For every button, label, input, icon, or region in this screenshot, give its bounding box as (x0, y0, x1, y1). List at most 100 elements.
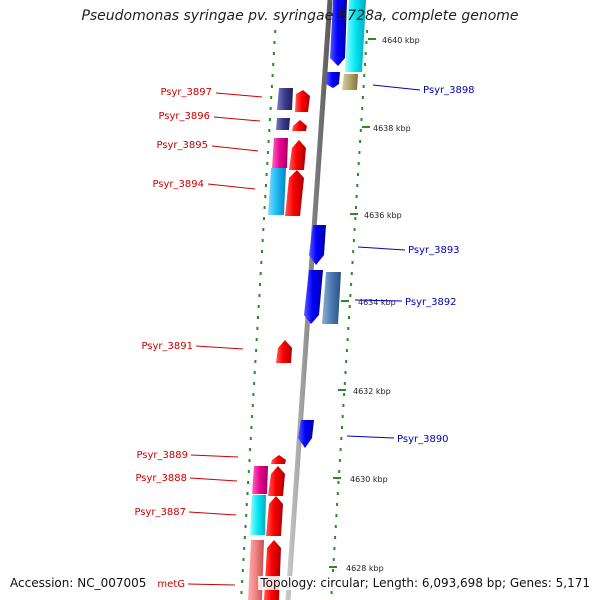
tick-dot (355, 206, 357, 209)
tick-dot (366, 30, 369, 33)
tick-dot (343, 382, 346, 385)
tick-dot (272, 63, 275, 66)
tick-dot (246, 492, 249, 495)
tick-dot (361, 107, 364, 110)
tick-dot (359, 140, 362, 143)
tick-dot (262, 228, 265, 231)
tick-dot (261, 250, 263, 253)
tick-dot (256, 327, 259, 330)
tick-dot (341, 426, 343, 429)
cds-block-red-3889 (271, 455, 286, 464)
tick-dot (241, 580, 244, 583)
tick-dot (363, 74, 366, 77)
gene-label-psyr-3896[interactable]: Psyr_3896 (158, 111, 210, 122)
tick-dot (268, 118, 271, 121)
cds-block-red-metg (264, 540, 281, 600)
tick-dot (261, 239, 264, 242)
gene-label-psyr-3887[interactable]: Psyr_3887 (134, 507, 186, 518)
tick-dot (241, 569, 244, 572)
cds-block-red-3895 (289, 140, 306, 170)
scale-label-4628: 4628 kbp (346, 564, 384, 573)
gene-label-psyr-3889[interactable]: Psyr_3889 (136, 450, 188, 461)
tick-dot (345, 349, 348, 352)
tick-dot (364, 52, 367, 55)
tick-dot (350, 283, 353, 286)
tick-dot (253, 371, 256, 374)
cds-block-blue-3893 (309, 225, 326, 265)
tick-dot (247, 470, 250, 473)
gene-label-psyr-3897[interactable]: Psyr_3897 (160, 87, 212, 98)
tick-dot (259, 272, 262, 275)
cds-block-cyan-3887 (250, 495, 266, 535)
tick-dot (267, 140, 270, 143)
tick-dot (332, 558, 335, 561)
cds-block-sky-3894 (268, 168, 286, 215)
scale-label-4636: 4636 kbp (364, 211, 402, 220)
tick-dot (354, 217, 357, 220)
tick-dot (338, 470, 341, 473)
tick-dot (359, 129, 362, 132)
tick-dot (351, 261, 354, 264)
tick-dot (263, 217, 265, 220)
tick-dot (242, 558, 245, 561)
tick-dot (350, 272, 353, 275)
tick-dot (266, 162, 269, 165)
tick-dot (265, 173, 268, 176)
scale-label-4638: 4638 kbp (373, 124, 411, 133)
tick-dot (334, 525, 337, 528)
tick-dot (273, 41, 276, 44)
tick-dot (274, 30, 277, 33)
cds-block-blue-3892 (304, 270, 323, 324)
feature-blocks (248, 0, 366, 600)
tick-dot (346, 338, 349, 341)
tick-dot (334, 536, 337, 539)
tick-dot (260, 261, 263, 264)
gene-label-psyr-3888[interactable]: Psyr_3888 (135, 473, 187, 484)
cds-block-blue-3890 (298, 420, 314, 448)
tick-dot (330, 591, 333, 594)
gene-label-psyr-3895[interactable]: Psyr_3895 (156, 140, 208, 151)
genome-summary-text: Topology: circular; Length: 6,093,698 bp… (258, 576, 592, 590)
tick-dot (352, 250, 355, 253)
tick-dot (340, 437, 343, 440)
cds-block-salmon-metg (248, 540, 264, 600)
cds-block-pink-3888 (252, 466, 268, 494)
scale-label-4630: 4630 kbp (350, 475, 388, 484)
gene-label-psyr-3891[interactable]: Psyr_3891 (141, 341, 193, 352)
tick-dot (270, 96, 273, 99)
tick-dot (347, 327, 350, 330)
tick-dot (271, 74, 274, 77)
tick-dot (341, 415, 344, 418)
tick-dot (349, 294, 352, 297)
tick-dot (263, 206, 266, 209)
cds-block-blue-top (330, 0, 347, 66)
tick-dot (336, 503, 339, 506)
gene-label-psyr-3892[interactable]: Psyr_3892 (405, 297, 457, 308)
tick-dot (361, 96, 364, 99)
tick-dot (342, 404, 345, 407)
gene-label-psyr-3890[interactable]: Psyr_3890 (397, 434, 449, 445)
gene-label-metg[interactable]: metG (157, 579, 185, 590)
tick-dot (268, 129, 271, 132)
tick-dot (345, 360, 348, 363)
cds-block-blue-small (326, 72, 340, 88)
tick-dot (272, 52, 275, 55)
cds-block-red-3891 (276, 340, 292, 363)
gene-label-psyr-3893[interactable]: Psyr_3893 (408, 245, 460, 256)
cds-block-red-3887 (266, 496, 283, 536)
gene-labels-right: Psyr_3898 Psyr_3893 Psyr_3892 Psyr_3890 (346, 84, 475, 445)
scale-label-4634: 4634 kbp (358, 298, 396, 307)
scale-labels: 4640 kbp 4638 kbp 4636 kbp 4634 kbp 4632… (346, 36, 420, 573)
tick-dot (254, 360, 257, 363)
gene-labels-left: Psyr_3897 Psyr_3896 Psyr_3895 Psyr_3894 … (134, 87, 263, 590)
tick-dot (240, 591, 243, 594)
tick-dot (250, 426, 253, 429)
tick-dot (249, 448, 252, 451)
tick-dot (336, 492, 339, 495)
tick-dot (344, 371, 347, 374)
tick-dot (356, 184, 359, 187)
gene-label-psyr-3898[interactable]: Psyr_3898 (423, 85, 475, 96)
gene-label-psyr-3894[interactable]: Psyr_3894 (152, 179, 204, 190)
tick-dot (249, 437, 252, 440)
